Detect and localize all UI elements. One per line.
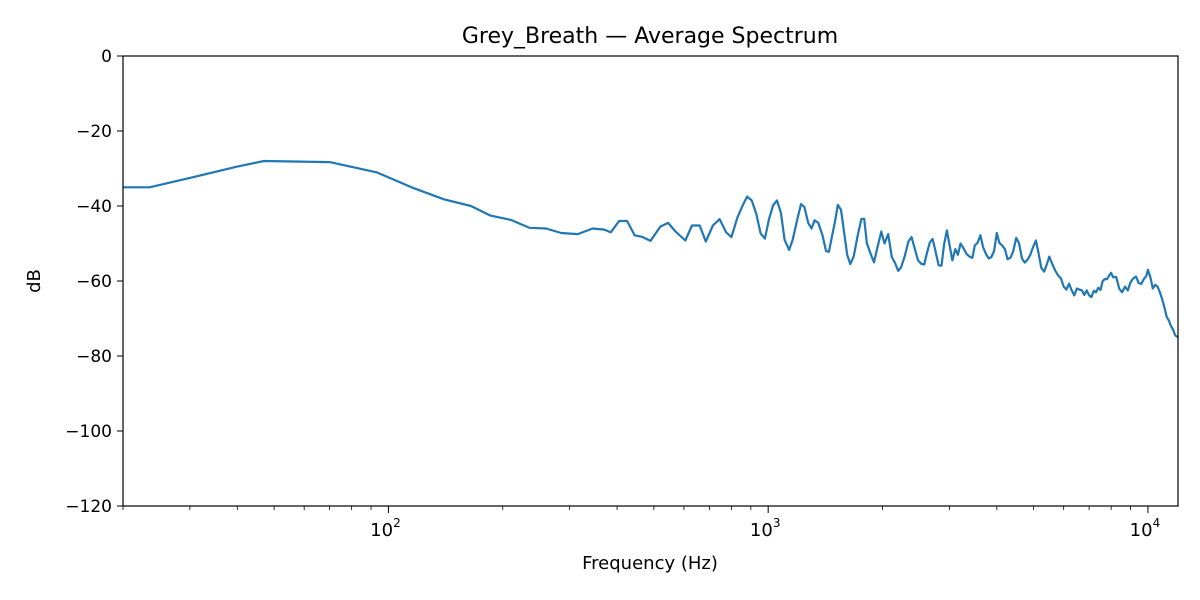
x-tick-label: 104 [1130,516,1161,541]
y-axis: 0 −20 −40 −60 −80 −100 −120 [65,47,123,517]
x-tick-base: 10 [1130,520,1153,541]
y-axis-label: dB [24,269,45,293]
x-tick-exponent: 2 [393,516,401,530]
spectrum-line [123,159,1178,339]
plot-area [123,159,1178,339]
y-tick-label: −40 [76,197,112,217]
y-tick-label: −80 [76,347,112,367]
chart-title: Grey_Breath — Average Spectrum [462,24,838,49]
x-tick-label: 102 [370,516,401,541]
y-tick-label: −20 [76,122,112,142]
y-tick-label: −60 [76,272,112,292]
y-tick-label: −120 [65,497,112,517]
y-tick-label: −100 [65,422,112,442]
x-tick-label: 103 [750,516,781,541]
x-tick-exponent: 3 [773,516,781,530]
y-tick-label: 0 [101,47,112,67]
x-axis: 102 103 104 [122,506,1161,541]
x-tick-exponent: 4 [1153,516,1161,530]
x-tick-base: 10 [750,520,773,541]
x-axis-label: Frequency (Hz) [582,553,718,574]
x-tick-base: 10 [370,520,393,541]
